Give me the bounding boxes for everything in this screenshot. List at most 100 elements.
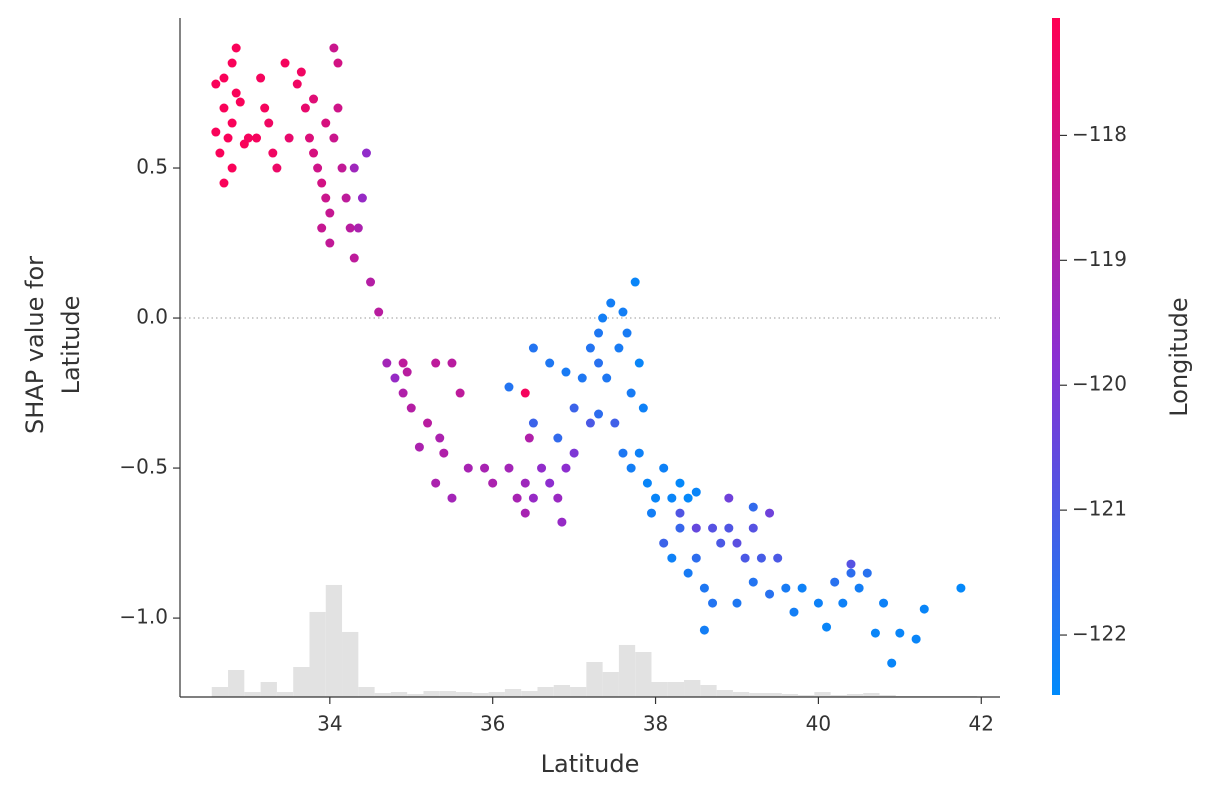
scatter-point [349, 253, 359, 263]
scatter-point [675, 523, 685, 533]
scatter-point [606, 298, 616, 308]
scatter-point [683, 568, 693, 578]
scatter-point [219, 178, 229, 188]
scatter-point [691, 487, 701, 497]
scatter-point [366, 277, 376, 287]
scatter-point [659, 463, 669, 473]
scatter-point [675, 508, 685, 518]
scatter-point [528, 343, 538, 353]
scatter-point [260, 103, 270, 113]
scatter-point [520, 388, 530, 398]
colorbar-tick-label: −118 [1072, 122, 1127, 146]
scatter-point [321, 118, 331, 128]
scatter-point [561, 367, 571, 377]
scatter-point [268, 148, 278, 158]
scatter-point [732, 538, 742, 548]
histogram-bar [472, 692, 489, 697]
scatter-point [887, 658, 897, 668]
scatter-point [256, 73, 266, 83]
histogram-bar [325, 584, 343, 697]
scatter-point [309, 148, 319, 158]
histogram-bar [521, 690, 538, 697]
histogram-bar [211, 686, 229, 697]
scatter-point [651, 493, 661, 503]
scatter-point [512, 493, 522, 503]
scatter-point [243, 133, 253, 143]
histogram-bar [863, 692, 880, 697]
scatter-point [284, 133, 294, 143]
scatter-point [528, 493, 538, 503]
scatter-point [333, 103, 343, 113]
histogram-bar [293, 666, 310, 697]
y-tick-label: 0.0 [136, 305, 168, 329]
scatter-point [691, 523, 701, 533]
plot: 34 36 38 40 42 0.5 0.0 −0.5 −1.0 [119, 18, 1000, 736]
histogram-bar [602, 671, 619, 697]
scatter-point [520, 478, 530, 488]
histogram-bar [358, 686, 375, 697]
scatter-point [594, 409, 604, 419]
scatter-point [585, 343, 595, 353]
scatter-point [659, 538, 669, 548]
histogram-bar [342, 631, 359, 697]
scatter-point [296, 67, 306, 77]
scatter-point [219, 73, 229, 83]
scatter-point [748, 502, 758, 512]
scatter-point [740, 553, 750, 563]
histogram-bar [798, 694, 815, 697]
scatter-point [447, 493, 457, 503]
scatter-point [231, 88, 241, 98]
scatter-point [626, 463, 636, 473]
scatter-point [272, 163, 282, 173]
scatter-point [402, 367, 412, 377]
y-axis-label: SHAP value for [21, 256, 49, 434]
histogram-bar [537, 686, 554, 697]
scatter-point [317, 178, 327, 188]
histogram-bar [684, 679, 701, 697]
scatter-point [748, 523, 758, 533]
histogram-bar [276, 691, 294, 697]
scatter-point [357, 193, 367, 203]
scatter-point [439, 448, 449, 458]
histogram-bar [374, 692, 391, 697]
scatter-point [447, 358, 457, 368]
histogram-bar [781, 693, 799, 697]
histogram-bar [846, 693, 864, 697]
colorbar-tick-label: −121 [1072, 497, 1127, 521]
scatter-point [585, 418, 595, 428]
scatter-point [846, 559, 856, 569]
scatter-point [211, 79, 221, 89]
x-tick-label: 40 [806, 712, 831, 736]
scatter-point [341, 193, 351, 203]
scatter-point [545, 478, 555, 488]
scatter-point [292, 79, 302, 89]
histogram-bar [244, 691, 261, 697]
histogram-bar [309, 611, 326, 697]
scatter-point [231, 43, 241, 53]
scatter-point [329, 43, 339, 53]
scatter-point [215, 148, 225, 158]
x-tick-label: 34 [317, 712, 342, 736]
scatter-point [630, 277, 640, 287]
scatter-point [569, 448, 579, 458]
scatter-point [667, 553, 677, 563]
scatter-point [337, 163, 347, 173]
scatter-point [431, 478, 441, 488]
histogram-bar [570, 686, 587, 697]
scatter-point [300, 103, 310, 113]
scatter-point [708, 523, 718, 533]
scatter-point [223, 133, 233, 143]
scatter-point [361, 148, 371, 158]
y-tick-label: −0.5 [119, 455, 168, 479]
histogram-bar [765, 692, 782, 697]
scatter-point [349, 163, 359, 173]
scatter-point [789, 607, 799, 617]
histogram-bar [504, 688, 522, 697]
scatter-point [724, 493, 734, 503]
histogram-bar [879, 694, 896, 697]
y-tick-label: −1.0 [119, 605, 168, 629]
histogram-bar [260, 681, 277, 697]
scatter-point [406, 403, 416, 413]
